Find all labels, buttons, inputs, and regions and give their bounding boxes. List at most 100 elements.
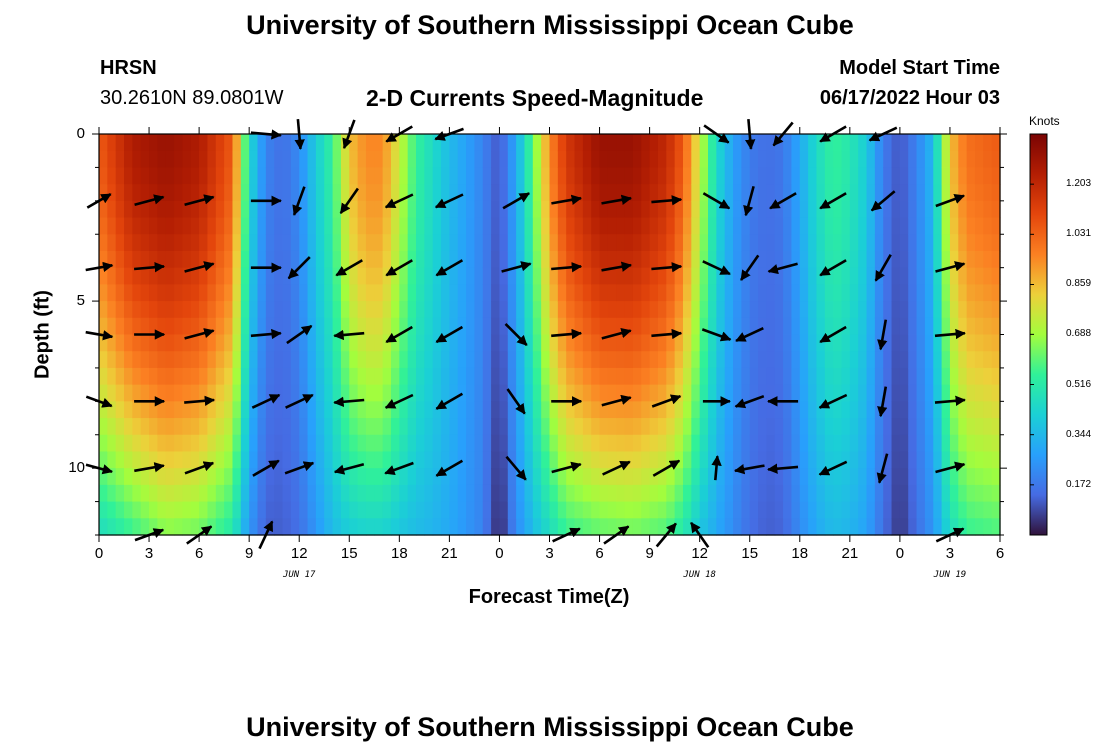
heatmap-cell (532, 384, 542, 402)
heatmap-cell (466, 367, 476, 386)
heatmap-cell (908, 518, 918, 536)
heatmap-cell (524, 418, 534, 436)
heatmap-cell (349, 451, 359, 469)
heatmap-cell (549, 334, 559, 352)
heatmap-cell (157, 418, 167, 436)
heatmap-cell (265, 134, 275, 152)
heatmap-cell (399, 334, 409, 352)
heatmap-cell (733, 234, 742, 252)
heatmap-cell (491, 384, 501, 402)
heatmap-cell (349, 217, 359, 235)
heatmap-cell (507, 434, 517, 453)
heatmap-cell (324, 367, 334, 386)
heatmap-cell (682, 267, 692, 285)
heatmap-cell (666, 434, 676, 453)
heatmap-cell (716, 284, 726, 302)
heatmap-cell (666, 334, 676, 352)
heatmap-cell (607, 501, 617, 519)
heatmap-cell (741, 367, 751, 386)
heatmap-cell (399, 384, 409, 402)
heatmap-cell (666, 367, 676, 386)
current-vector-arrow (601, 261, 633, 272)
heatmap-cell (666, 451, 676, 469)
heatmap-cell (466, 200, 476, 219)
heatmap-cell (340, 317, 350, 336)
heatmap-cell (708, 134, 717, 152)
heatmap-cell (466, 284, 476, 302)
date-label: JUN 17 (282, 570, 316, 580)
heatmap-cell (783, 250, 793, 269)
heatmap-cell (274, 200, 284, 219)
heatmap-cell (716, 234, 726, 252)
heatmap-cell (891, 200, 901, 219)
heatmap-cell (307, 418, 317, 436)
heatmap-cell (524, 184, 534, 202)
heatmap-cell (632, 267, 642, 285)
heatmap-cell (315, 451, 325, 469)
heatmap-cell (758, 250, 767, 269)
heatmap-cell (641, 367, 651, 386)
heatmap-cell (232, 317, 242, 336)
heatmap-cell (933, 134, 943, 152)
heatmap-cell (132, 301, 142, 319)
heatmap-cell (949, 184, 959, 202)
heatmap-cell (566, 134, 576, 152)
current-vector-arrow (934, 395, 966, 406)
heatmap-cell (974, 401, 984, 419)
heatmap-cell (224, 401, 234, 419)
heatmap-cell (958, 501, 968, 519)
heatmap-cell (908, 301, 918, 319)
heatmap-cell (199, 267, 209, 285)
heatmap-cell (774, 267, 784, 285)
heatmap-cell (574, 167, 584, 185)
heatmap-cell (616, 418, 626, 436)
heatmap-cell (699, 167, 709, 185)
heatmap-cell (741, 301, 751, 319)
heatmap-cell (115, 401, 125, 419)
heatmap-cell (691, 367, 701, 386)
heatmap-cell (224, 367, 234, 386)
heatmap-cell (199, 401, 209, 419)
heatmap-cell (299, 200, 309, 219)
heatmap-cell (357, 518, 367, 536)
heatmap-cell (674, 284, 684, 302)
heatmap-cell (858, 367, 868, 386)
heatmap-cell (207, 317, 217, 336)
heatmap-cell (507, 184, 517, 202)
heatmap-cell (290, 351, 300, 369)
heatmap-cell (874, 234, 884, 252)
heatmap-cell (507, 284, 517, 302)
heatmap-cell (783, 200, 793, 219)
heatmap-cell (299, 150, 309, 169)
heatmap-cell (916, 200, 926, 219)
heatmap-cell (791, 284, 801, 302)
heatmap-cell (924, 150, 934, 169)
heatmap-cell (774, 301, 784, 319)
colorbar-tick-label: 0.859 (1066, 278, 1092, 290)
heatmap-cell (624, 217, 634, 235)
heatmap-cell (958, 484, 968, 503)
heatmap-cell (599, 267, 609, 285)
heatmap-cell (674, 267, 684, 285)
heatmap-cell (924, 468, 934, 486)
heatmap-cell (257, 250, 267, 269)
current-vector-arrow (385, 325, 413, 344)
heatmap-cell (808, 518, 818, 536)
heatmap-cell (340, 217, 350, 235)
heatmap-cell (224, 384, 234, 402)
heatmap-cell (582, 451, 592, 469)
heatmap-cell (207, 301, 217, 319)
current-vector-arrow (702, 192, 731, 210)
heatmap-cell (482, 217, 492, 235)
heatmap-cell (541, 317, 551, 336)
heatmap-cell (849, 267, 859, 285)
heatmap-cell (724, 150, 734, 169)
heatmap-cell (99, 267, 108, 285)
heatmap-cell (99, 150, 108, 169)
heatmap-cell (641, 334, 651, 352)
heatmap-cell (941, 200, 951, 219)
heatmap-cell (199, 501, 209, 519)
heatmap-cell (716, 200, 726, 219)
heatmap-cell (124, 484, 133, 503)
heatmap-cell (374, 317, 384, 336)
